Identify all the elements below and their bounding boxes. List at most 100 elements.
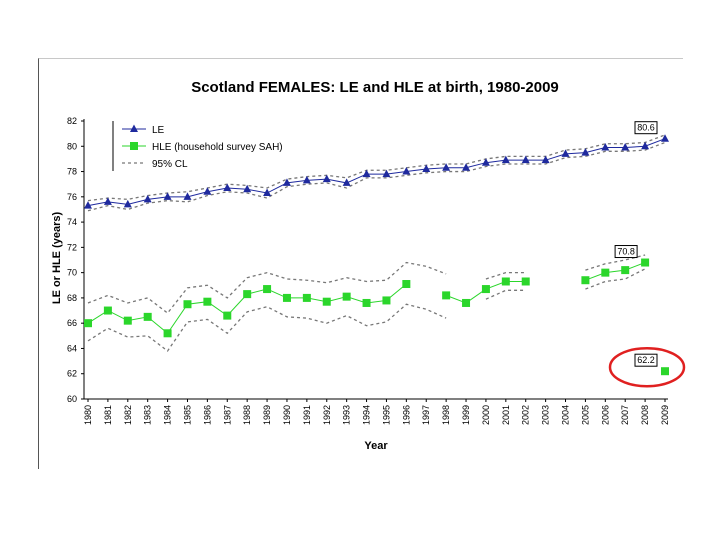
hle-point [342,292,351,301]
le-point [501,155,510,164]
x-tick-label: 1997 [421,405,431,425]
highlight-circle [608,346,686,388]
hle-point [382,296,391,305]
x-tick-label: 2001 [501,405,511,425]
hle-point [402,280,411,289]
value-callouts: 80.6 70.8 62.2 [608,121,686,388]
x-tick-label: 2009 [660,405,670,425]
x-tick-label: 2006 [600,405,610,425]
x-tick-label: 2003 [541,405,551,425]
le-point [581,148,590,156]
hle-point [462,298,471,307]
hle-point [143,312,152,321]
chart-frame [38,58,683,469]
hle-point [103,306,112,315]
x-axis-title: Year [364,440,388,452]
y-tick-label: 74 [67,217,77,227]
x-tick-label: 1993 [342,405,352,425]
hle-point [282,293,291,302]
le-point [661,134,669,142]
le-point [481,158,490,166]
x-tick-label: 1984 [163,405,173,425]
y-tick-label: 66 [67,318,77,328]
hle-point [601,268,610,277]
x-tick-label: 1983 [143,405,153,425]
le-point [203,187,212,195]
legend-label: 95% CL [152,159,188,170]
le-point [183,192,192,200]
le-point [143,194,152,203]
callout-box [634,353,658,367]
le-point [342,178,351,186]
x-tick-label: 1986 [202,405,212,425]
y-tick-label: 62 [67,369,77,379]
x-tick-label: 1990 [282,405,292,425]
legend-label: LE [152,125,165,136]
legend-label: HLE (household survey SAH) [152,142,283,153]
hle-point [581,276,590,285]
hle-point [243,290,252,299]
y-tick-label: 82 [67,116,77,126]
hle-point [163,329,172,338]
le-point [541,155,550,164]
hle-point [322,297,331,306]
x-tick-label: 1989 [262,405,272,425]
x-tick-label: 1992 [322,405,332,425]
x-tick-label: 2008 [640,405,650,425]
x-tick-label: 1981 [103,405,113,425]
x-tick-label: 1991 [302,405,312,425]
callout-label: 62.2 [637,355,655,365]
le-point [442,163,451,171]
le-point [362,169,371,178]
le-point [322,174,331,183]
y-tick-label: 70 [67,268,77,278]
le-point [422,164,431,173]
y-tick-label: 64 [67,343,77,353]
hle-point [183,300,192,309]
le-point [641,141,650,150]
le-point [243,184,252,193]
x-tick-label: 1988 [242,405,252,425]
le-point [521,155,530,164]
hle-lower-cl-line [485,289,526,300]
x-tick-label: 2000 [481,405,491,425]
legend-le-marker [130,124,138,132]
confidence-bands [87,134,666,352]
hle-2009-point [661,367,669,376]
x-tick-label: 1995 [381,405,391,425]
x-tick-label: 1996 [401,405,411,425]
x-tick-label: 2007 [620,405,630,425]
y-tick-label: 76 [67,192,77,202]
le-upper-cl-line [87,134,666,202]
hle-point [263,285,272,294]
le-point [561,149,570,157]
hle-lower-cl-line [87,303,447,352]
le-point [402,167,411,175]
hle-point [641,258,650,267]
le-point [382,169,391,178]
le-point [462,163,471,171]
le-point [84,201,92,209]
le-point [601,143,610,151]
y-tick-label: 68 [67,293,77,303]
legend: LE HLE (household survey SAH) 95% CL [112,121,283,171]
axes: 60 62 64 66 68 70 72 74 76 78 80 82 1980 1981 1982 1983… [67,116,670,425]
callout-label: 80.6 [637,123,655,133]
hle-upper-cl-line [485,271,526,280]
hle-point [362,298,371,307]
x-tick-label: 1982 [123,405,133,425]
legend-hle-marker [130,142,138,150]
hle-point [501,277,510,286]
le-point [103,197,112,205]
le-point [163,192,172,200]
hle-point [481,285,490,294]
y-tick-label: 78 [67,167,77,177]
hle-point [123,316,132,325]
x-tick-label: 1985 [182,405,192,425]
series-markers [84,134,669,376]
callout-label: 70.8 [617,247,635,257]
hle-lower-cl-line [585,268,646,290]
le-point [282,178,291,186]
le-point [123,199,132,208]
y-axis-title: LE or HLE (years) [51,212,63,305]
